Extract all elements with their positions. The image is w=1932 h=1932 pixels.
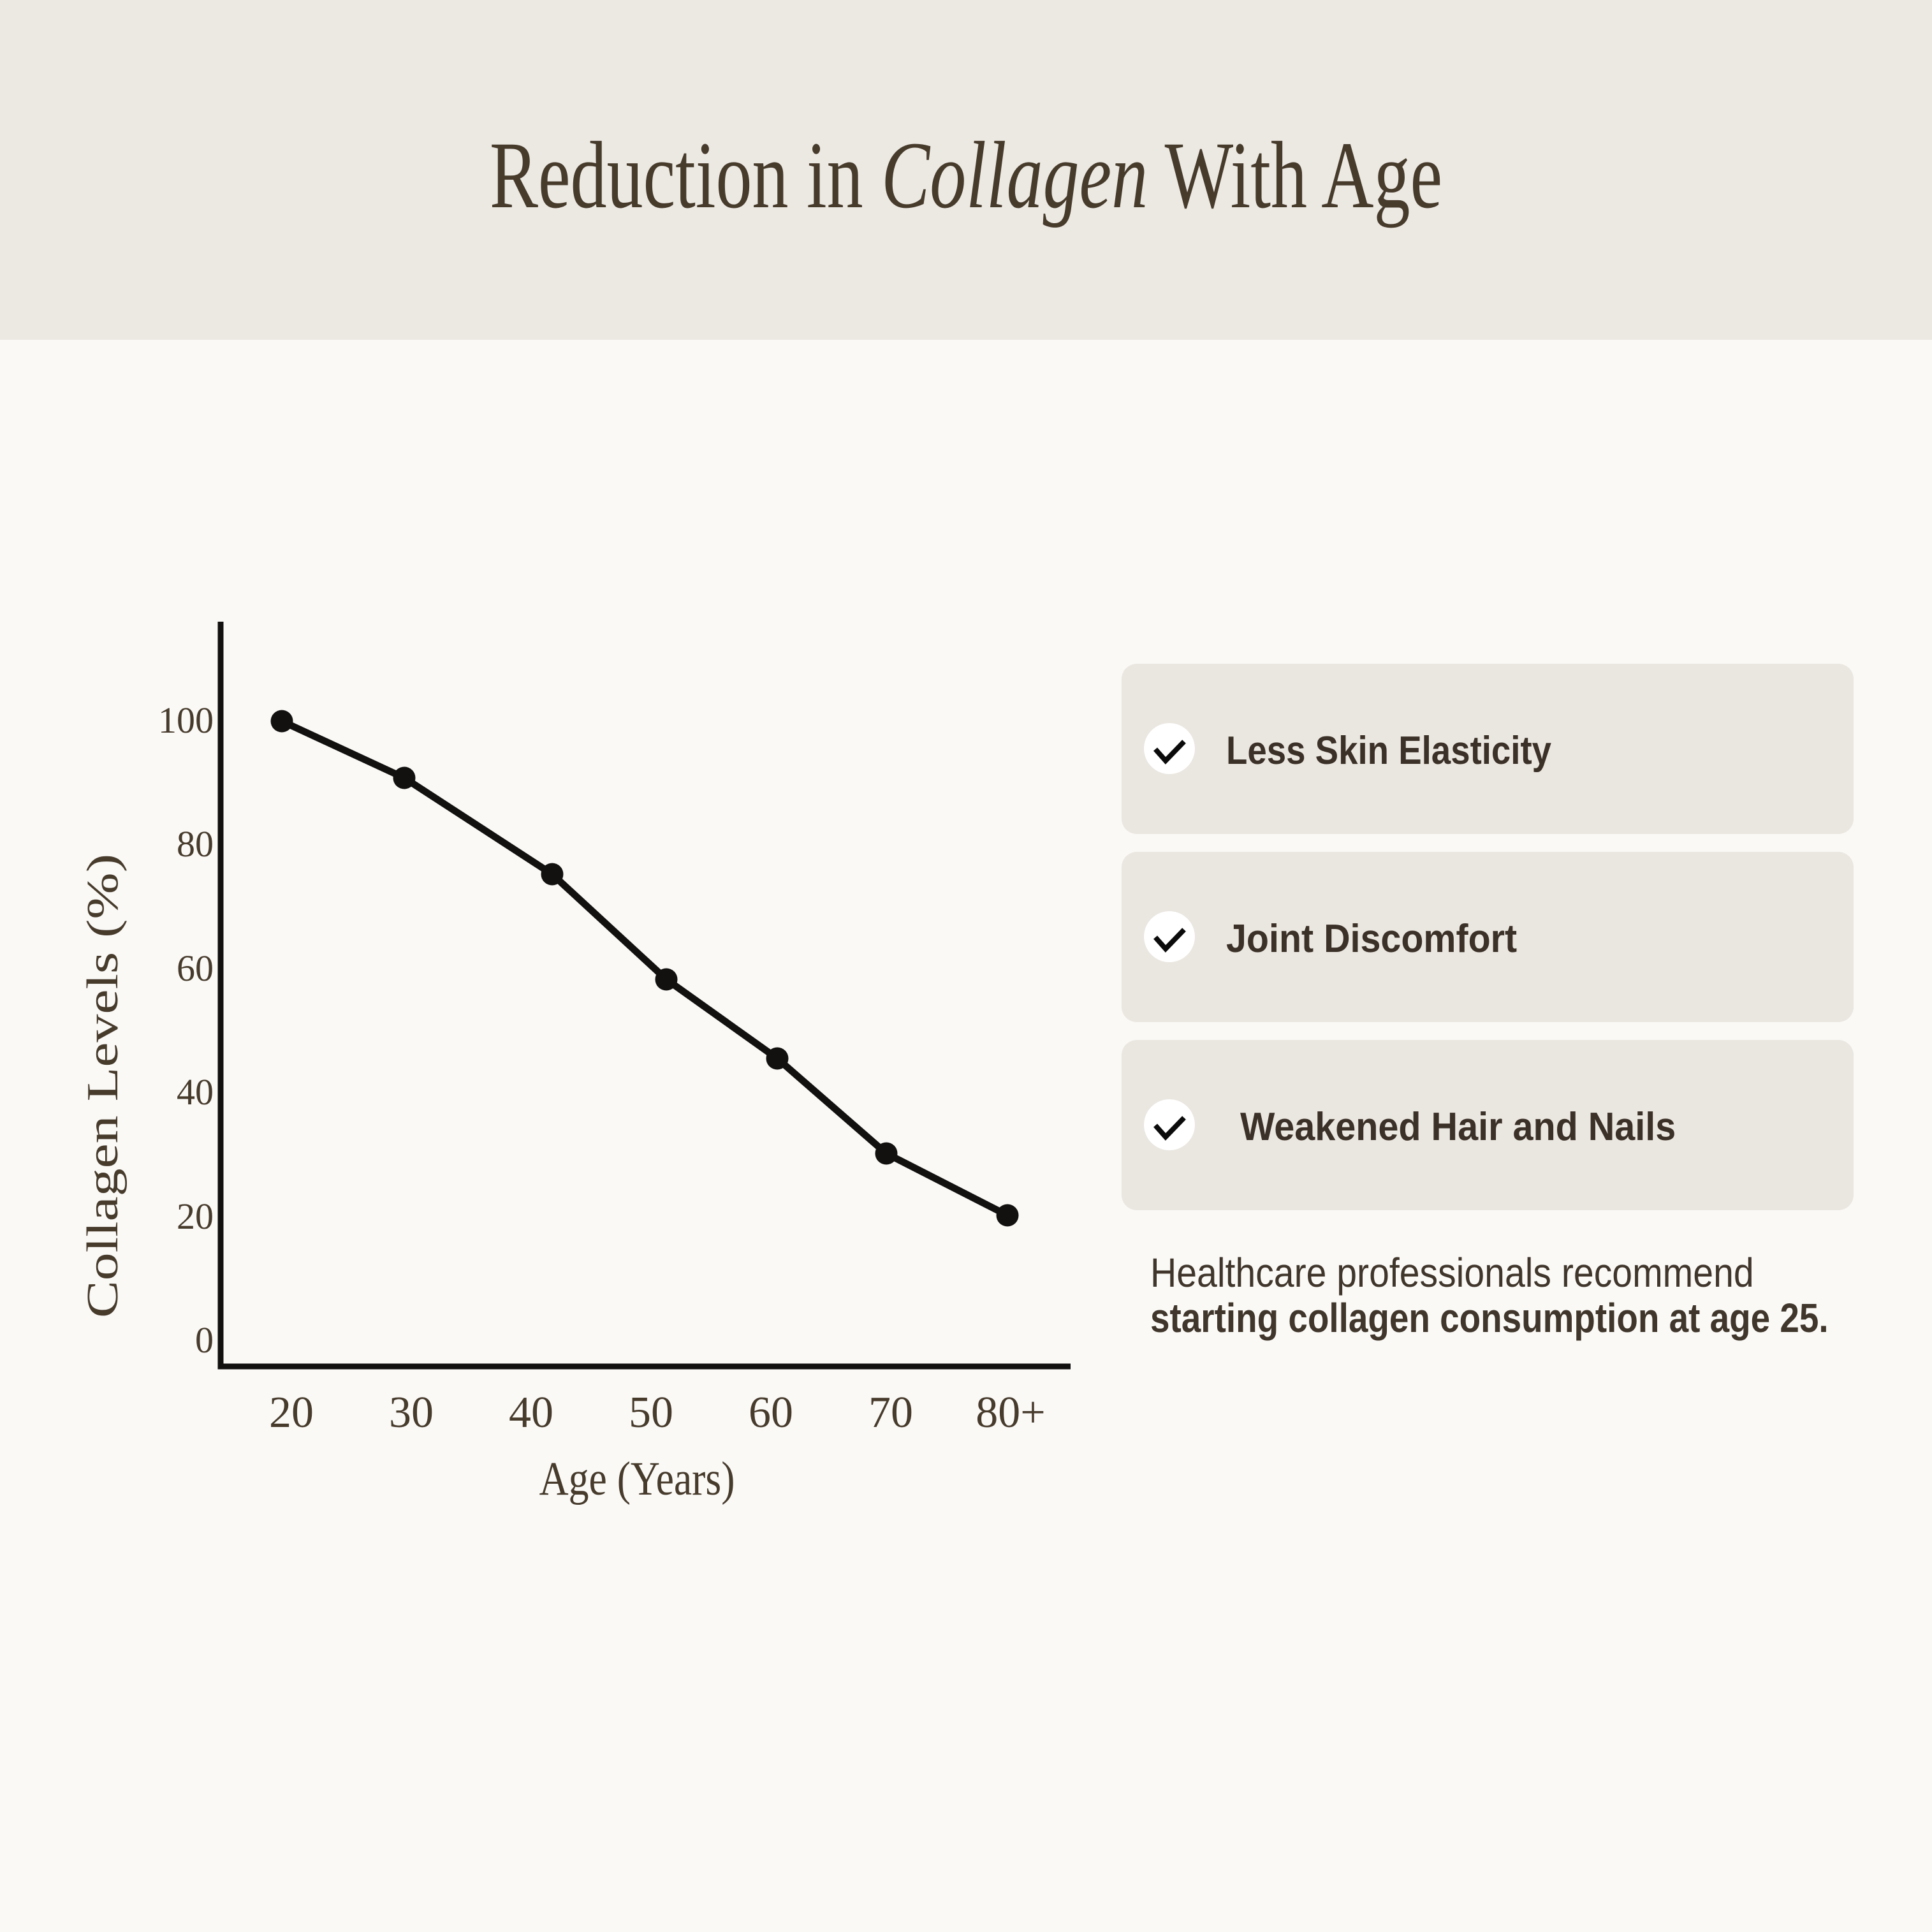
svg-text:60: 60: [177, 948, 214, 989]
svg-text:100: 100: [158, 699, 214, 741]
svg-text:80: 80: [177, 823, 214, 865]
svg-text:70: 70: [868, 1388, 913, 1437]
svg-text:50: 50: [629, 1388, 673, 1437]
svg-text:20: 20: [177, 1196, 214, 1237]
svg-text:40: 40: [177, 1071, 214, 1113]
svg-text:40: 40: [509, 1388, 553, 1437]
svg-text:Collagen Levels (%): Collagen Levels (%): [78, 854, 128, 1318]
svg-text:60: 60: [749, 1388, 793, 1437]
svg-text:30: 30: [389, 1388, 434, 1437]
svg-text:80+: 80+: [976, 1388, 1045, 1437]
svg-text:Age (Years): Age (Years): [539, 1453, 735, 1505]
svg-text:20: 20: [269, 1388, 314, 1437]
svg-text:0: 0: [195, 1319, 214, 1361]
